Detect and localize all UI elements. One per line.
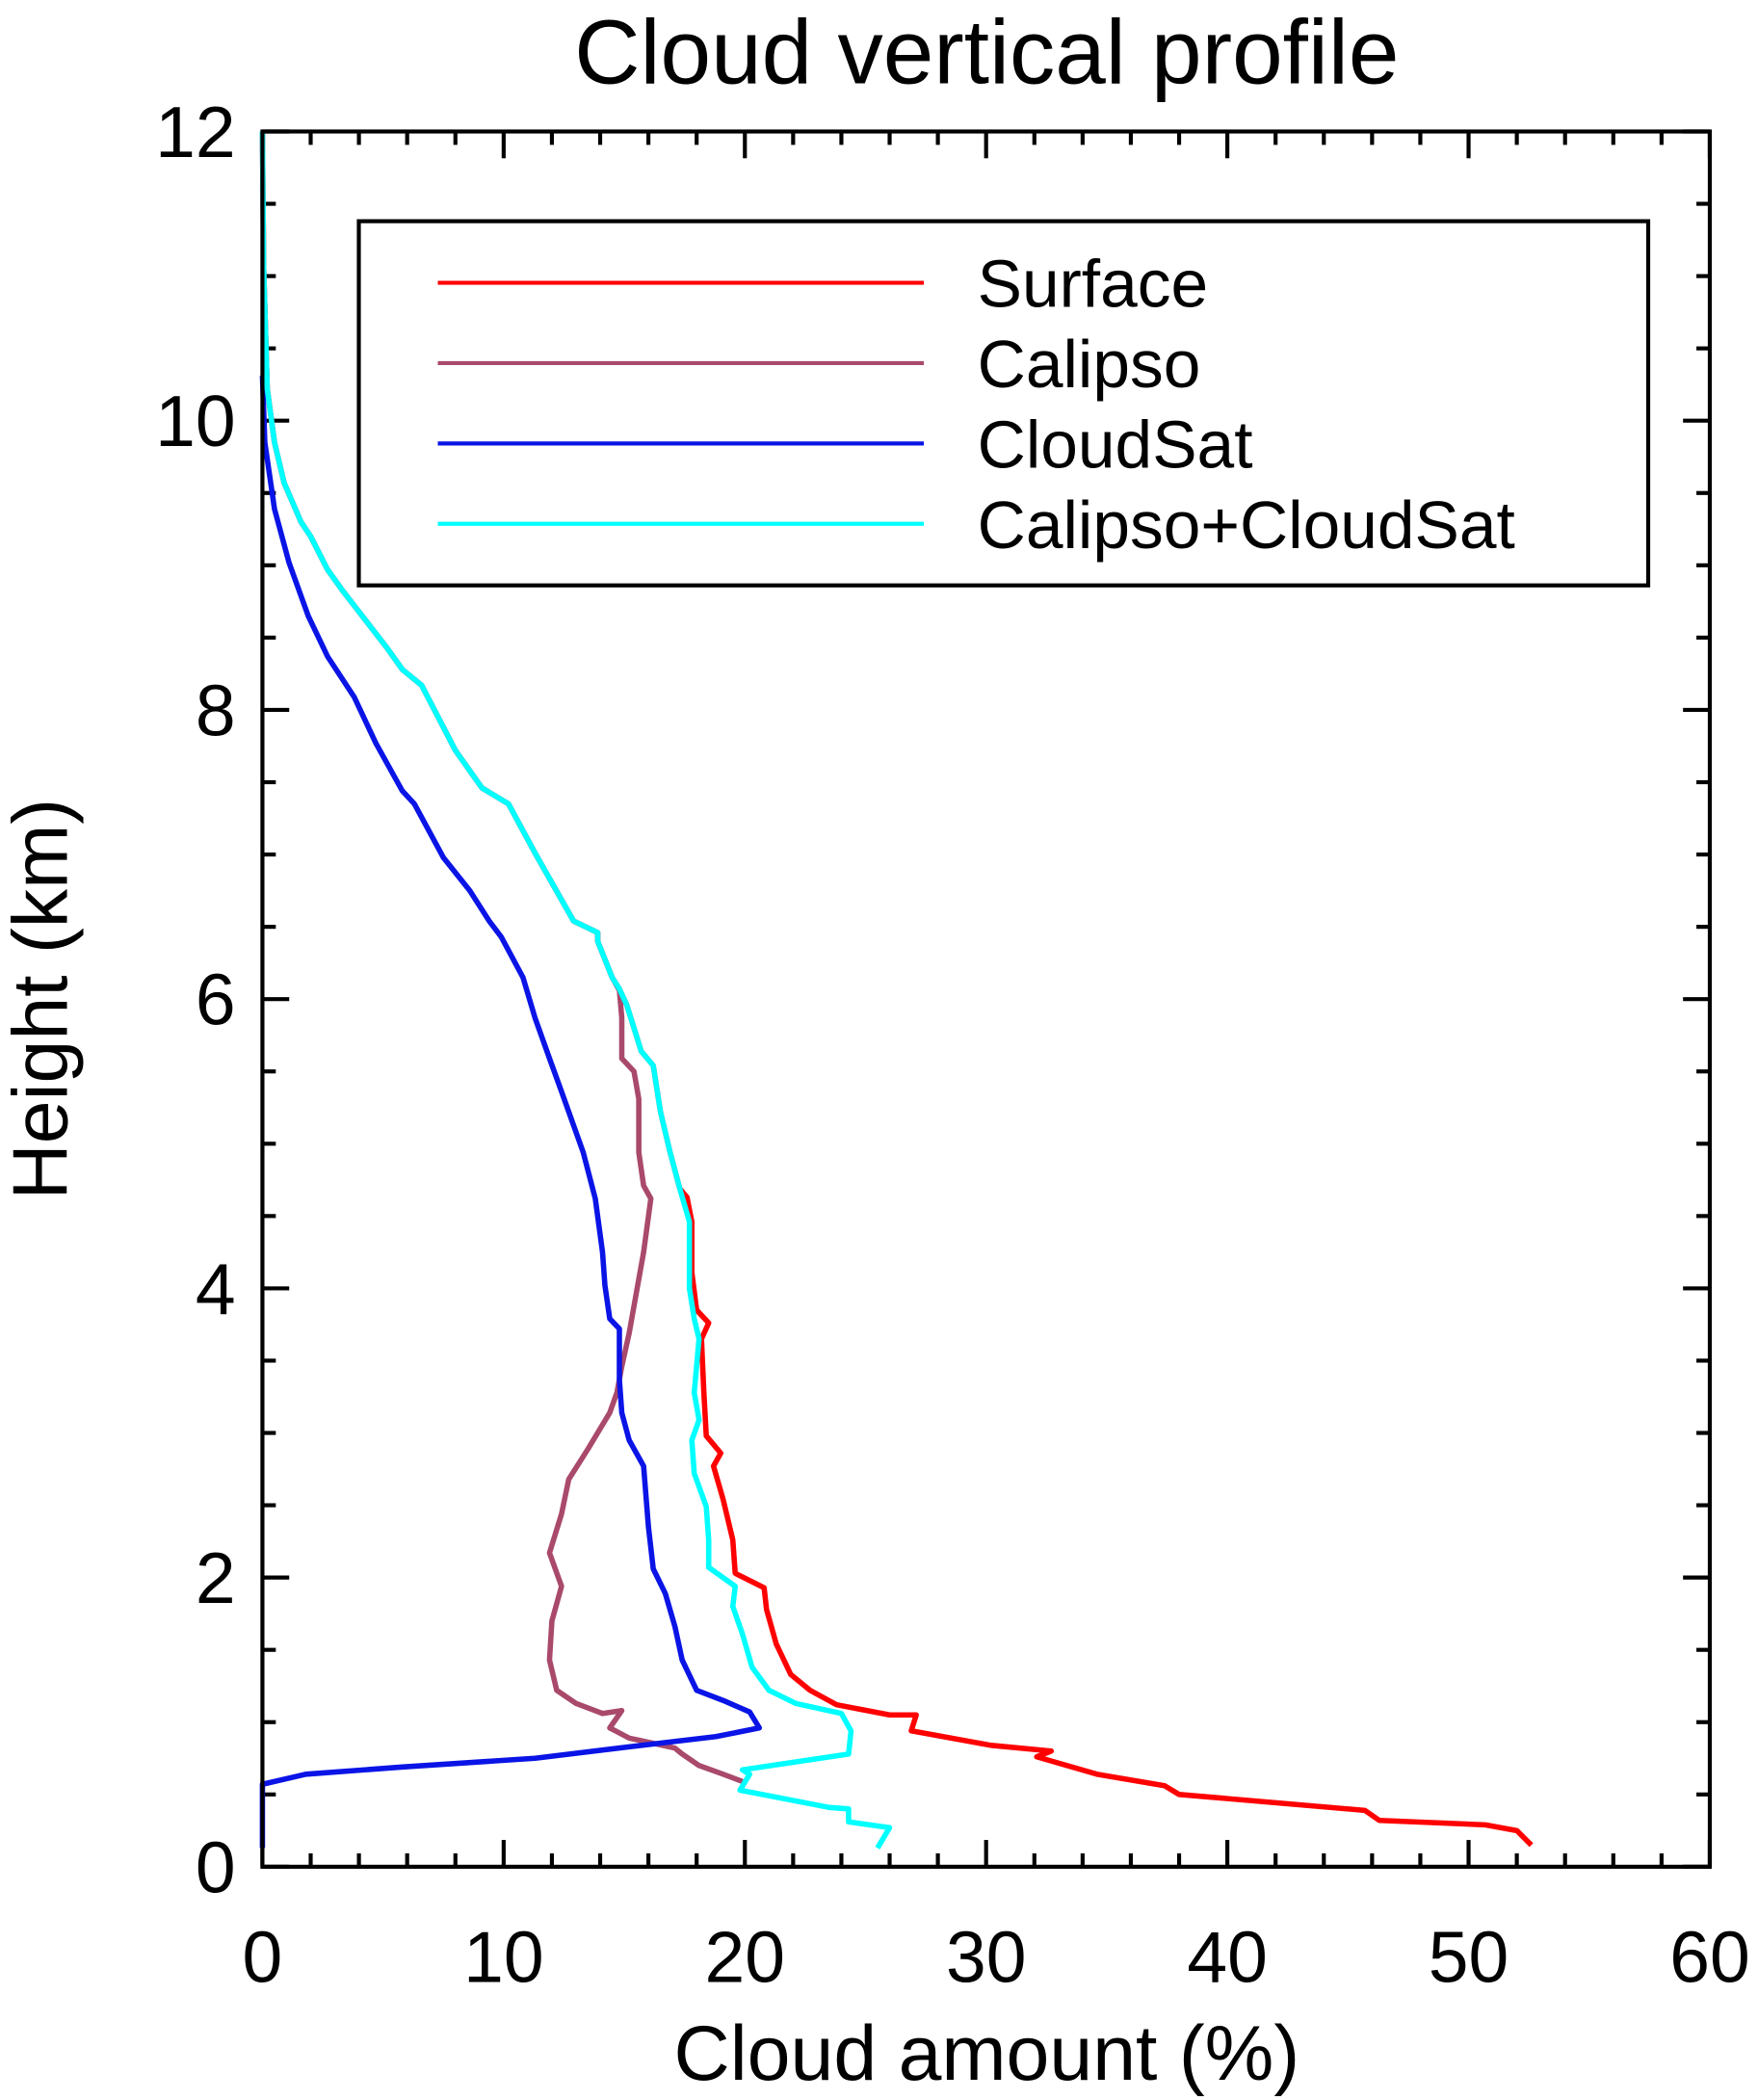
y-tick-label: 10 bbox=[155, 381, 235, 461]
x-tick-label: 20 bbox=[705, 1916, 785, 1997]
legend-label: Calipso+CloudSat bbox=[978, 487, 1515, 563]
y-tick-label: 4 bbox=[196, 1248, 236, 1329]
y-tick-label: 0 bbox=[196, 1826, 236, 1907]
legend-label: Calipso bbox=[978, 327, 1201, 402]
y-tick-label: 6 bbox=[196, 959, 236, 1040]
y-axis-label: Height (km) bbox=[0, 799, 84, 1200]
x-tick-label: 50 bbox=[1429, 1916, 1509, 1997]
x-tick-label: 10 bbox=[463, 1916, 543, 1997]
chart-title: Cloud vertical profile bbox=[574, 1, 1399, 103]
profile-line bbox=[259, 376, 763, 1849]
x-tick-label: 40 bbox=[1187, 1916, 1267, 1997]
legend-label: CloudSat bbox=[978, 407, 1253, 482]
legend-label: Surface bbox=[978, 247, 1208, 322]
x-tick-label: 60 bbox=[1669, 1916, 1749, 1997]
x-tick-label: 30 bbox=[946, 1916, 1026, 1997]
plot-frame bbox=[260, 129, 1713, 1869]
y-tick-label: 8 bbox=[196, 669, 236, 750]
y-tick-label: 12 bbox=[155, 92, 235, 172]
x-axis-label: Cloud amount (%) bbox=[674, 2010, 1300, 2097]
x-tick-label: 0 bbox=[243, 1916, 283, 1997]
y-tick-label: 2 bbox=[196, 1537, 236, 1618]
profile-line bbox=[259, 131, 893, 1850]
